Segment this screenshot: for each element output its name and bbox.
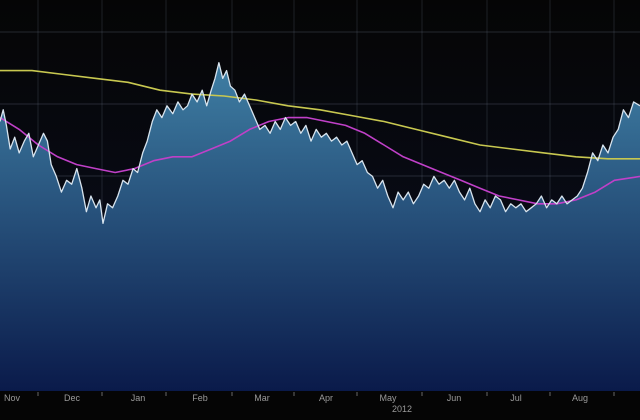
x-tick-label: Nov bbox=[4, 393, 21, 403]
x-tick-label: Mar bbox=[254, 393, 270, 403]
x-tick-label: May bbox=[379, 393, 397, 403]
x-tick-label: Feb bbox=[192, 393, 208, 403]
short-moving-average-line bbox=[0, 116, 640, 205]
series-lines bbox=[0, 62, 640, 225]
year-label: 2012 bbox=[392, 404, 412, 414]
x-tick-label: Jan bbox=[131, 393, 146, 403]
x-tick-label: Jul bbox=[510, 393, 522, 403]
price-area bbox=[0, 62, 640, 392]
price-line bbox=[0, 62, 640, 225]
x-tick-label: Jun bbox=[447, 393, 462, 403]
axis-band bbox=[0, 391, 640, 420]
x-tick-label: Dec bbox=[64, 393, 81, 403]
x-axis: Nov Dec Jan Feb Mar Apr May Jun Jul Aug bbox=[4, 392, 615, 403]
x-tick-label: Aug bbox=[572, 393, 588, 403]
x-tick-label: Apr bbox=[319, 393, 333, 403]
long-moving-average-line bbox=[0, 69, 640, 160]
